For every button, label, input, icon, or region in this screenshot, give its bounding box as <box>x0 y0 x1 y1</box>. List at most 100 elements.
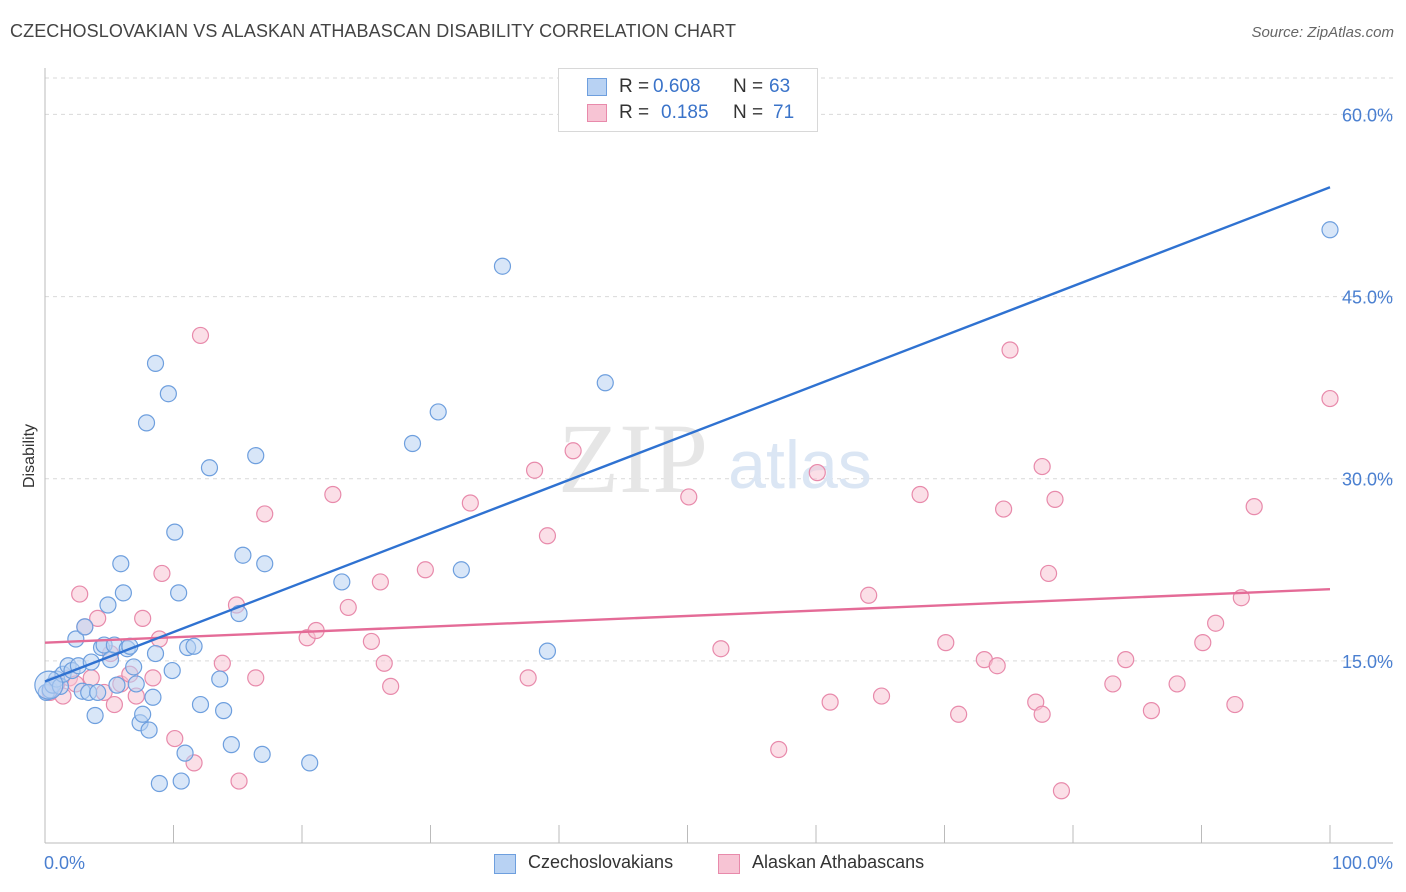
data-point <box>375 654 393 672</box>
series-alaskan-athabascans <box>41 326 1339 800</box>
data-point <box>429 403 447 421</box>
data-point <box>995 500 1013 518</box>
legend-r-value: 0.608 <box>653 76 701 97</box>
data-point <box>222 736 240 754</box>
data-point <box>333 573 351 591</box>
data-point <box>71 585 89 603</box>
data-point <box>519 669 537 687</box>
data-point <box>76 618 94 636</box>
data-point <box>538 642 557 660</box>
legend-r-value: 0.185 <box>661 102 709 123</box>
data-point <box>301 754 319 772</box>
data-point <box>324 485 342 504</box>
trendline-alaskan-athabascans <box>44 588 1331 644</box>
watermark-atlas: atlas <box>728 427 872 503</box>
data-point <box>1168 675 1186 693</box>
data-point <box>127 675 145 693</box>
data-point <box>950 705 968 723</box>
data-point <box>211 670 229 688</box>
legend-n-label: N = <box>733 76 764 97</box>
trendlines <box>44 186 1331 683</box>
data-point <box>89 683 107 702</box>
data-point <box>166 523 184 541</box>
legend-label-czechoslovakians: Czechoslovakians <box>528 852 674 872</box>
data-point <box>1001 341 1019 359</box>
y-tick-label: 45.0% <box>1342 288 1393 308</box>
data-point <box>144 669 162 687</box>
data-point <box>213 654 231 672</box>
data-point <box>1052 782 1071 800</box>
data-point <box>1033 457 1051 476</box>
legend-n-label: N = <box>733 102 764 123</box>
data-point <box>988 657 1006 675</box>
data-point <box>362 632 380 651</box>
data-point <box>67 630 85 648</box>
data-point <box>150 774 168 793</box>
data-point <box>339 598 357 617</box>
data-point <box>114 584 132 602</box>
source-credit: Source: ZipAtlas.com <box>1251 24 1394 41</box>
correlation-legend: R = 0.608 N = 63 R = 0.185 N = 71 <box>558 68 818 132</box>
data-point <box>937 634 955 652</box>
data-point <box>140 721 158 739</box>
data-point <box>461 494 479 512</box>
data-point <box>525 461 544 479</box>
data-point <box>382 677 400 695</box>
data-point <box>99 596 117 614</box>
data-point <box>172 772 190 790</box>
x-tick-label: 0.0% <box>44 853 85 873</box>
legend-swatch-pink <box>718 854 740 874</box>
legend-swatch-blue <box>494 854 516 874</box>
data-point <box>403 434 422 453</box>
data-point <box>134 705 152 723</box>
x-tick-label: 100.0% <box>1332 853 1393 873</box>
legend-r-label: R = <box>619 76 650 97</box>
data-point <box>153 564 171 583</box>
data-point <box>911 485 929 504</box>
data-point <box>256 555 274 573</box>
data-point <box>163 661 181 680</box>
axes <box>44 68 1393 844</box>
data-point <box>872 687 891 705</box>
data-point <box>134 609 152 627</box>
data-point <box>1321 221 1339 239</box>
data-point <box>538 527 557 545</box>
data-point <box>146 644 165 663</box>
data-point <box>105 695 123 714</box>
data-point <box>112 555 130 573</box>
data-point <box>253 745 271 763</box>
data-point <box>1194 634 1212 652</box>
gridlines <box>45 77 1393 662</box>
data-point <box>1117 651 1135 669</box>
data-point <box>170 584 188 602</box>
data-point <box>1245 498 1263 516</box>
y-tick-labels: 15.0% 30.0% 45.0% 60.0% <box>1342 105 1393 671</box>
data-point <box>215 702 233 720</box>
data-point <box>1039 564 1058 583</box>
data-point <box>860 586 878 604</box>
data-point <box>159 385 177 403</box>
data-point <box>371 573 389 591</box>
legend-n-value: 63 <box>769 76 791 97</box>
data-point <box>680 488 698 506</box>
data-point <box>493 257 512 275</box>
watermark: ZIP atlas <box>558 403 872 514</box>
data-point <box>808 464 826 482</box>
legend-swatch-blue <box>587 78 607 96</box>
y-tick-label: 30.0% <box>1342 470 1393 490</box>
data-point <box>137 414 156 432</box>
data-point <box>191 695 210 714</box>
data-point <box>564 442 582 460</box>
y-tick-label: 15.0% <box>1342 652 1393 672</box>
data-point <box>1033 705 1051 723</box>
data-point <box>230 772 248 790</box>
data-point <box>146 354 165 372</box>
data-point <box>166 729 184 748</box>
data-point <box>89 609 107 627</box>
data-point <box>1207 614 1225 632</box>
data-point <box>770 740 788 759</box>
data-point <box>1142 702 1160 720</box>
y-axis-label: Disability <box>21 424 38 488</box>
data-point <box>176 744 194 762</box>
